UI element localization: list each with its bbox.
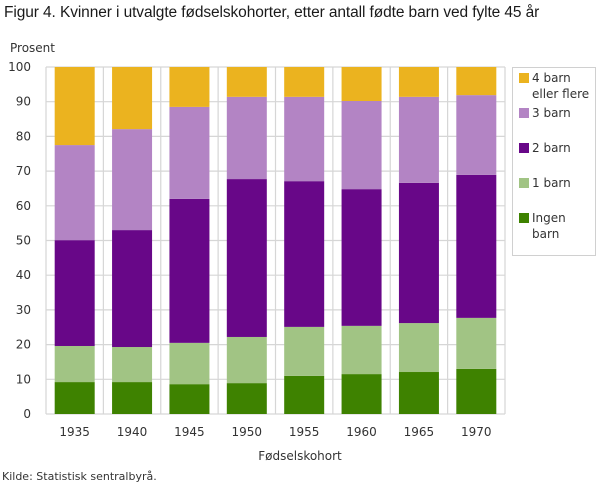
legend-label: Ingen barn [532,210,598,242]
legend-label: 3 barn [532,105,598,121]
bar-1955-1-barn [284,326,325,376]
bar-1965-4-barn-eller-flere [398,67,439,97]
bar-1970-1-barn [456,317,497,369]
x-tick-label: 1945 [174,425,205,439]
legend-label-line: 2 barn [532,141,571,155]
bar-1945-1-barn [169,342,210,385]
legend-swatch [519,143,529,153]
bar-1965-ingen-barn [398,372,439,414]
y-tick-label: 40 [16,268,31,282]
y-tick-label: 20 [16,338,31,352]
y-tick-label: 80 [16,129,31,143]
legend: 4 barn eller flere 3 barn 2 barn 1 barn Ingen… [512,67,596,256]
y-tick-label: 90 [16,95,31,109]
y-tick-label: 10 [16,372,31,386]
legend-label-line: 1 barn [532,176,571,190]
bar-1945-2-barn [169,198,210,343]
legend-label-line: eller flere [532,87,590,101]
legend-label: 1 barn [532,175,598,191]
bar-1935-2-barn [54,240,95,346]
bar-1955-4-barn-eller-flere [284,67,325,97]
legend-swatch [519,213,529,223]
bar-1960-2-barn [341,189,382,326]
bar-1950-3-barn [226,96,267,180]
bar-1970-3-barn [456,95,497,175]
bar-1960-3-barn [341,101,382,190]
bar-1970-ingen-barn [456,368,497,414]
legend-label-line: barn [532,227,560,241]
x-tick-label: 1955 [289,425,320,439]
legend-label: 4 barn eller flere [532,70,598,102]
bar-1940-ingen-barn [112,382,153,414]
bar-1935-ingen-barn [54,382,95,414]
bar-1940-3-barn [112,129,153,231]
bar-1940-1-barn [112,347,153,383]
bar-1960-4-barn-eller-flere [341,67,382,102]
bar-1970-2-barn [456,174,497,318]
bar-1960-1-barn [341,325,382,375]
x-tick-label: 1935 [59,425,90,439]
y-tick-label: 60 [16,199,31,213]
x-axis-label: Fødselskohort [258,449,342,463]
source-note: Kilde: Statistisk sentralbyrå. [2,470,157,483]
y-tick-label: 100 [8,60,31,74]
y-tick-label: 50 [16,234,31,248]
x-tick-labels: 1935 1940 1945 1950 1955 1960 1965 1970 [59,425,491,439]
y-tick-label: 30 [16,303,31,317]
legend-label: 2 barn [532,140,598,156]
x-tick-label: 1970 [461,425,492,439]
x-tick-label: 1965 [404,425,435,439]
bar-1945-3-barn [169,106,210,199]
bar-1955-ingen-barn [284,375,325,414]
bar-1950-ingen-barn [226,383,267,414]
bar-1970-4-barn-eller-flere [456,67,497,96]
y-tick-labels: 0 10 20 30 40 50 60 70 80 90 100 [8,60,31,421]
legend-swatch [519,108,529,118]
bar-1935-4-barn-eller-flere [54,67,95,146]
bar-1955-2-barn [284,181,325,327]
bar-1935-3-barn [54,145,95,241]
bars [54,67,497,414]
bar-1935-1-barn [54,345,95,383]
x-tick-label: 1960 [346,425,377,439]
x-tick-label: 1940 [117,425,148,439]
bar-1965-2-barn [398,182,439,324]
x-tick-label: 1950 [232,425,263,439]
bar-1965-3-barn [398,96,439,183]
bar-1950-4-barn-eller-flere [226,67,267,97]
bar-1950-1-barn [226,336,267,384]
bar-1940-2-barn [112,230,153,348]
bar-1945-4-barn-eller-flere [169,67,210,107]
bar-1940-4-barn-eller-flere [112,67,153,130]
legend-label-line: Ingen [532,211,566,225]
chart-title: Figur 4. Kvinner i utvalgte fødselskohor… [4,4,540,21]
bar-1965-1-barn [398,323,439,373]
bar-1960-ingen-barn [341,374,382,414]
y-axis-label: Prosent [10,41,55,55]
legend-swatch [519,178,529,188]
y-tick-label: 0 [23,407,31,421]
legend-label-line: 4 barn [532,71,571,85]
legend-swatch [519,73,529,83]
bar-1955-3-barn [284,96,325,182]
y-tick-label: 70 [16,164,31,178]
bar-1950-2-barn [226,179,267,337]
bar-1945-ingen-barn [169,384,210,414]
legend-label-line: 3 barn [532,106,571,120]
